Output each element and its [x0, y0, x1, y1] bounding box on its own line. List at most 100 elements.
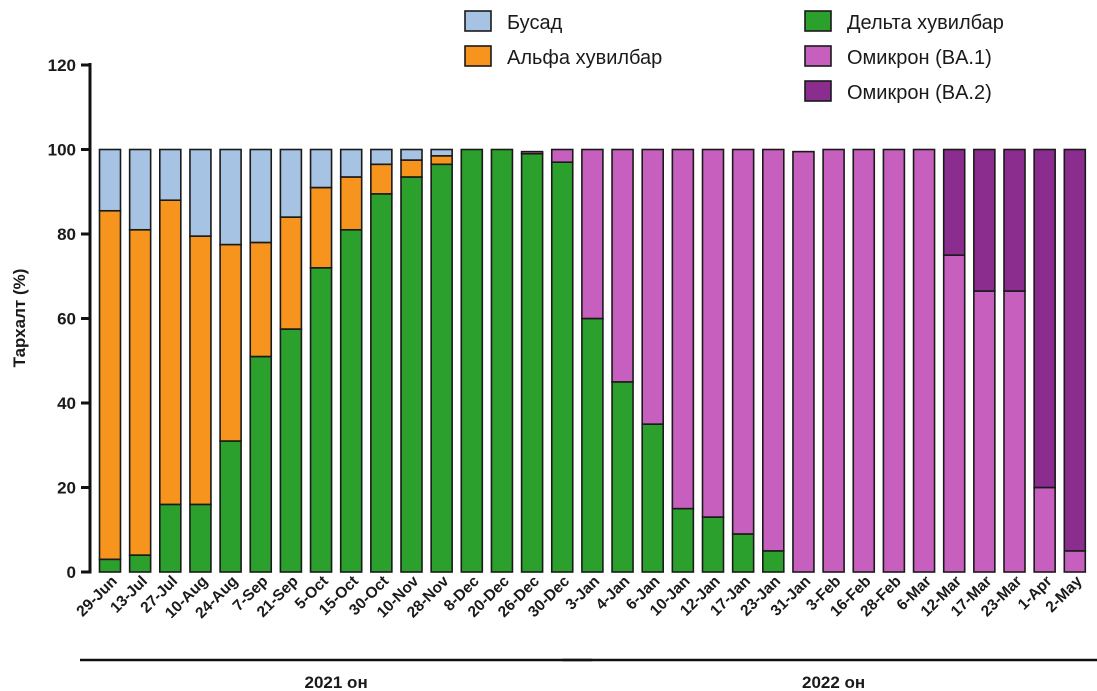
bar-segment-3 [1063, 550, 1087, 573]
legend-item: Омикрон (BA.1) [804, 45, 992, 69]
bar-segment-2 [309, 148, 333, 189]
bar-segment-2 [128, 148, 152, 231]
bar-29-Jun [98, 148, 122, 573]
bar-segment-1 [98, 209, 122, 561]
legend-label: Омикрон (BA.2) [847, 82, 992, 104]
bar-segment-0 [249, 355, 273, 573]
legend-swatch [804, 45, 832, 67]
bar-segment-0 [490, 148, 514, 573]
y-tick-label: 100 [48, 141, 76, 160]
bar-segment-2 [339, 148, 363, 178]
bar-segment-0 [731, 533, 755, 573]
y-axis-title: Тархалт (%) [10, 269, 29, 368]
bar-segment-1 [430, 155, 453, 166]
bar-segment-1 [128, 228, 152, 556]
bar-10-Aug [189, 148, 212, 573]
bar-6-Mar [912, 148, 936, 573]
bar-27-Jul [159, 148, 182, 573]
bar-segment-0 [701, 516, 725, 573]
bar-28-Feb [882, 148, 906, 573]
bar-segment-1 [339, 176, 363, 231]
bar-segment-2 [430, 148, 453, 157]
bar-segment-4 [973, 148, 996, 292]
bar-26-Dec [520, 150, 544, 573]
bar-segment-3 [792, 150, 815, 573]
bar-segment-2 [219, 148, 242, 246]
bar-segment-2 [400, 148, 423, 161]
bar-segment-0 [581, 317, 604, 573]
bar-segment-4 [1003, 148, 1026, 292]
bar-segment-0 [520, 152, 544, 573]
bar-segment-3 [973, 290, 996, 573]
legend-label: Альфа хувилбар [507, 47, 662, 69]
y-axis: 0 20 40 60 80 100 120 [48, 56, 92, 582]
bar-segment-0 [611, 381, 634, 573]
legend-item: Бусад [464, 10, 563, 34]
bar-segment-1 [400, 159, 423, 178]
bar-segment-4 [1063, 148, 1087, 552]
bar-segment-3 [731, 148, 755, 535]
bar-segment-3 [852, 148, 876, 573]
bar-segment-0 [159, 503, 182, 573]
legend-item: Омикрон (BA.2) [804, 80, 992, 104]
bar-28-Nov [430, 148, 453, 573]
bar-3-Jan [581, 148, 604, 573]
bar-segment-0 [309, 266, 333, 573]
bar-16-Feb [852, 148, 876, 573]
bar-segment-3 [1003, 290, 1026, 573]
y-tick-label: 40 [57, 394, 76, 413]
bar-31-Jan [792, 150, 815, 573]
bar-segment-0 [189, 503, 212, 573]
bar-segment-0 [128, 554, 152, 573]
x-tick-label: 4-Jan [593, 573, 634, 614]
legend-label: Бусад [507, 12, 563, 34]
bar-segment-0 [671, 507, 695, 573]
bar-segment-3 [581, 148, 604, 320]
bar-segment-1 [279, 216, 303, 330]
bar-segment-2 [279, 148, 303, 218]
bar-17-Jan [731, 148, 755, 573]
legend-swatch [464, 10, 492, 32]
y-tick-label: 60 [57, 310, 76, 329]
bar-segment-1 [370, 163, 393, 195]
bar-segment-0 [219, 440, 242, 573]
bar-12-Mar [942, 148, 966, 573]
bar-segment-0 [339, 228, 363, 573]
bar-segment-1 [309, 186, 333, 269]
bar-segment-1 [189, 235, 212, 506]
bar-3-Feb [822, 148, 845, 573]
bar-segment-3 [912, 148, 936, 573]
bars [98, 148, 1087, 573]
bar-segment-2 [98, 148, 122, 212]
bar-segment-2 [249, 148, 273, 244]
period-label: 2021 он [305, 673, 368, 691]
legend-item: Альфа хувилбар [464, 45, 662, 69]
legend-item: Дельта хувилбар [804, 10, 1004, 34]
bar-segment-3 [520, 150, 544, 155]
bar-segment-0 [400, 176, 423, 573]
bar-1-Apr [1033, 148, 1056, 573]
y-tick-label: 20 [57, 479, 76, 498]
bar-6-Jan [641, 148, 665, 573]
x-tick-label: 29-Jun [73, 573, 120, 620]
bar-segment-1 [159, 199, 182, 506]
period-brackets: 2021 он 2022 он [80, 658, 1097, 691]
bar-23-Mar [1003, 148, 1026, 573]
y-tick-label: 0 [67, 563, 76, 582]
bar-segment-0 [460, 148, 484, 573]
bar-segment-3 [701, 148, 725, 518]
bar-segment-4 [1033, 148, 1056, 489]
bar-10-Nov [400, 148, 423, 573]
bar-segment-1 [219, 243, 242, 442]
y-tick-label: 120 [48, 56, 76, 75]
bar-segment-0 [761, 550, 785, 573]
bar-20-Dec [490, 148, 514, 573]
bar-30-Dec [550, 148, 574, 573]
legend-swatch [804, 10, 832, 32]
legend-swatch [464, 45, 492, 67]
bar-segment-1 [249, 241, 273, 358]
bar-4-Jan [611, 148, 634, 573]
bar-segment-3 [761, 148, 785, 552]
bar-30-Oct [370, 148, 393, 573]
